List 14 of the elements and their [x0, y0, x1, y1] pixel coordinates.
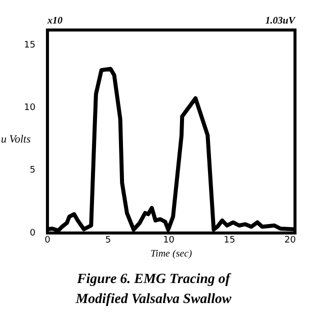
x-tick-label: 15	[224, 236, 236, 246]
text: 1.03uV	[265, 16, 296, 27]
y-tick-label: 15	[24, 40, 36, 50]
x-tick-label: 10	[163, 236, 175, 246]
text: Figure 6. EMG Tracing of Modified Valsalva Swallow	[74, 272, 232, 307]
x-tick-label: 0	[44, 236, 51, 246]
text: x10	[46, 16, 62, 27]
y-axis-title: u Volts	[1, 134, 31, 146]
y-tick-label: 10	[24, 103, 36, 114]
x-tick-label: 20	[284, 236, 296, 246]
x-tick-label: 5	[105, 236, 111, 246]
y-tick-label: 0	[30, 228, 36, 238]
y-tick-label: 5	[30, 166, 36, 176]
x-axis-title: Time (sec)	[150, 248, 193, 260]
